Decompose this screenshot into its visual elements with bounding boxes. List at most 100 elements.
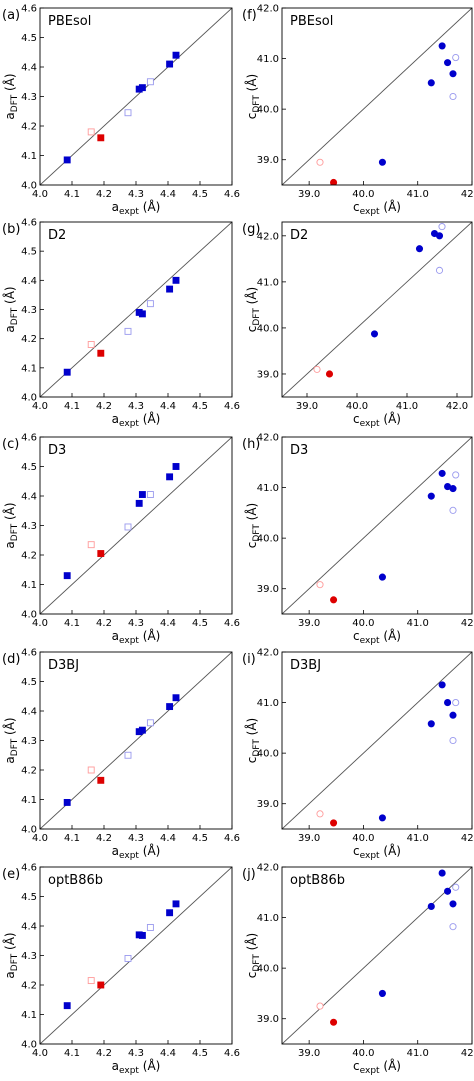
y-axis-label: aDFT (Å) xyxy=(2,502,20,548)
y-tick-label: 40.0 xyxy=(257,534,279,545)
data-point xyxy=(378,573,386,581)
markers xyxy=(316,869,460,1026)
markers xyxy=(316,42,460,185)
x-axis: 4.0 4.1 4.2 4.3 4.4 4.5 4.6 xyxy=(32,825,240,844)
y-tick-label: 4.5 xyxy=(21,892,37,903)
y-tick-label: 4.2 xyxy=(21,766,37,777)
x-axis: 4.0 4.1 4.2 4.3 4.4 4.5 4.6 xyxy=(32,610,240,629)
y-tick-label: 4.2 xyxy=(21,334,37,345)
data-point xyxy=(166,703,174,711)
x-tick-label: 4.5 xyxy=(192,618,208,629)
y-tick-label: 4.0 xyxy=(21,610,37,621)
y-tick-label: 39.0 xyxy=(257,584,279,595)
x-axis: 39.0 40.0 41.0 42.0 xyxy=(298,610,474,629)
y-tick-label: 4.3 xyxy=(21,736,37,747)
x-tick-label: 4.2 xyxy=(96,189,112,200)
data-point xyxy=(97,776,105,784)
x-tick-label: 4.6 xyxy=(224,189,240,200)
y-tick-label: 42.0 xyxy=(257,4,279,15)
panel-label: (i) xyxy=(242,652,256,667)
y-tick-label: 39.0 xyxy=(257,155,279,166)
x-tick-label: 40.0 xyxy=(352,1048,374,1059)
y-axis-label: aDFT (Å) xyxy=(2,286,20,332)
data-point xyxy=(146,719,154,727)
x-tick-label: 4.3 xyxy=(128,189,144,200)
data-point xyxy=(427,902,435,910)
data-point xyxy=(330,178,338,185)
y-axis-label: cDFT (Å) xyxy=(244,933,262,978)
panel-label: (e) xyxy=(2,867,20,882)
data-point xyxy=(427,79,435,87)
y-tick-label: 42.0 xyxy=(257,231,279,242)
data-point xyxy=(444,699,452,707)
y-axis: 4.0 4.1 4.2 4.3 4.4 4.5 4.6 xyxy=(21,218,44,404)
markers xyxy=(313,223,446,378)
y-tick-label: 4.4 xyxy=(21,707,37,718)
data-point xyxy=(427,720,435,728)
data-point xyxy=(138,491,146,498)
data-point xyxy=(124,751,132,759)
y-tick-label: 4.0 xyxy=(21,825,37,836)
x-axis-label: aexpt (Å) xyxy=(112,628,161,646)
y-tick-label: 42.0 xyxy=(257,433,279,444)
y-tick-label: 4.6 xyxy=(21,218,37,229)
data-point xyxy=(124,109,132,117)
y-tick-label: 4.1 xyxy=(21,151,37,162)
data-point xyxy=(330,1018,338,1026)
x-axis-label: aexpt (Å) xyxy=(112,1058,161,1076)
diagonal-line xyxy=(40,8,232,185)
x-tick-label: 4.0 xyxy=(32,618,48,629)
x-axis: 39.0 40.0 41.0 42.0 xyxy=(298,825,474,844)
panel-title: PBEsol xyxy=(290,14,333,29)
x-tick-label: 39.0 xyxy=(298,189,320,200)
data-point xyxy=(435,266,444,274)
data-point xyxy=(449,70,457,78)
panel-label: (j) xyxy=(242,867,256,882)
plot-frame xyxy=(281,7,473,186)
markers xyxy=(63,463,180,580)
panel-label: (h) xyxy=(242,437,260,452)
x-tick-label: 4.0 xyxy=(32,1048,48,1059)
y-tick-label: 4.3 xyxy=(21,521,37,532)
data-point xyxy=(97,550,105,557)
data-point xyxy=(449,485,457,493)
y-tick-label: 4.6 xyxy=(21,863,37,874)
data-point xyxy=(172,276,180,284)
x-tick-label: 4.5 xyxy=(192,189,208,200)
x-tick-label: 4.4 xyxy=(160,1048,176,1059)
data-point xyxy=(330,819,338,827)
y-tick-label: 4.1 xyxy=(21,363,37,374)
data-point xyxy=(330,596,338,604)
x-tick-label: 4.2 xyxy=(96,401,112,412)
data-point xyxy=(87,128,95,136)
panel-h: (h) 39.0 40.0 41.0 42.0 39.0 40.0 41.0 42.0 cexpt… xyxy=(242,433,474,647)
y-tick-label: 4.1 xyxy=(21,795,37,806)
y-tick-label: 4.1 xyxy=(21,580,37,591)
plot-frame xyxy=(39,7,233,186)
data-point xyxy=(146,491,154,498)
x-tick-label: 4.4 xyxy=(160,189,176,200)
x-tick-label: 39.0 xyxy=(296,401,318,412)
diagonal-line xyxy=(282,652,472,829)
y-axis: 39.0 40.0 41.0 42.0 xyxy=(257,231,286,380)
markers xyxy=(63,694,180,806)
panel-label: (b) xyxy=(2,222,20,237)
panel-title: D3BJ xyxy=(290,658,321,673)
x-tick-label: 4.4 xyxy=(160,401,176,412)
diagonal-line xyxy=(282,437,472,614)
data-point xyxy=(166,285,174,293)
panel-label: (c) xyxy=(2,437,19,452)
y-axis-label: cDFT (Å) xyxy=(244,503,262,548)
y-tick-label: 4.3 xyxy=(21,92,37,103)
panel-i: (i) 39.0 40.0 41.0 42.0 39.0 40.0 41.0 42.0 cexpt… xyxy=(242,648,474,862)
x-tick-label: 42.0 xyxy=(461,833,474,844)
x-axis: 39.0 40.0 41.0 42.0 xyxy=(296,393,468,412)
y-axis: 4.0 4.1 4.2 4.3 4.4 4.5 4.6 xyxy=(21,648,44,836)
data-point xyxy=(316,810,324,818)
panel-title: D3 xyxy=(290,443,308,458)
data-point xyxy=(172,463,180,470)
y-tick-label: 4.4 xyxy=(21,922,37,933)
panel-title: D2 xyxy=(290,228,308,243)
data-point xyxy=(138,726,146,734)
